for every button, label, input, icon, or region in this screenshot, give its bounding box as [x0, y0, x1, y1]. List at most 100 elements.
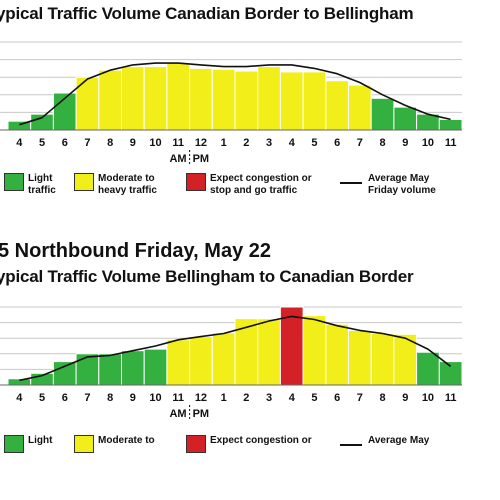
- legend-average-label: Average May Friday volume: [368, 173, 436, 196]
- bar-4: [279, 71, 304, 131]
- bottom-chart-title: ypical Traffic Volume Bellingham to Cana…: [0, 267, 414, 286]
- x-tick-label: 11: [445, 137, 457, 149]
- legend-light-label: Light traffic: [28, 173, 56, 196]
- x-tick-label: 6: [62, 137, 68, 149]
- legend-average-label: Average May: [368, 435, 430, 446]
- bar-7: [75, 353, 100, 386]
- bar-10: [143, 348, 168, 386]
- x-tick-label: 5: [311, 137, 317, 149]
- bar-8: [98, 353, 123, 386]
- average-volume-line: [19, 315, 452, 382]
- legend-light-label: Light: [28, 435, 53, 446]
- bar-9: [121, 350, 145, 386]
- x-tick-label: 5: [39, 137, 45, 149]
- bar-3: [257, 66, 281, 131]
- bar-1: [211, 332, 236, 386]
- x-tick-label: 7: [357, 392, 363, 404]
- x-tick-label: 12: [195, 137, 207, 149]
- bar-8: [370, 97, 395, 131]
- bar-5: [302, 71, 327, 131]
- legend-light: Light: [4, 435, 68, 453]
- x-tick-label: 5: [311, 392, 317, 404]
- am-label: AM: [169, 153, 186, 165]
- bar-11: [438, 118, 463, 131]
- top-chart-title: ypical Traffic Volume Canadian Border to…: [0, 4, 414, 23]
- x-tick-label: 6: [62, 392, 68, 404]
- bar-10: [416, 351, 440, 386]
- legend-congestion: Expect congestion or stop and go traffic: [186, 173, 328, 197]
- x-tick-label: 6: [334, 392, 340, 404]
- bar-8: [370, 333, 395, 386]
- pm-label: PM: [193, 408, 210, 420]
- bar-8: [98, 69, 123, 131]
- bar-6: [52, 361, 77, 386]
- x-tick-label: 7: [84, 137, 90, 149]
- bar-12: [189, 67, 213, 131]
- bar-11: [438, 361, 463, 386]
- x-tick-label: 10: [149, 137, 161, 149]
- x-tick-label: 8: [379, 392, 385, 404]
- x-tick-label: 4: [289, 137, 296, 149]
- x-tick-label: 12: [195, 392, 207, 404]
- pm-label: PM: [193, 153, 210, 165]
- x-tick-label: 10: [149, 392, 161, 404]
- average-volume-line: [19, 62, 451, 126]
- legend-moderate-swatch: [74, 435, 94, 453]
- legend-average-line: [340, 182, 362, 184]
- bar-11: [166, 339, 191, 386]
- bar-7: [348, 84, 372, 131]
- legend-moderate-swatch: [74, 173, 94, 191]
- legend-average-line: [340, 444, 362, 446]
- bar-6: [325, 323, 349, 386]
- bar-9: [121, 66, 145, 131]
- legend-light-swatch: [4, 173, 24, 191]
- legend-light-swatch: [4, 435, 24, 453]
- bar-2: [234, 70, 259, 131]
- bar-3: [257, 318, 281, 386]
- legend-congestion-swatch: [186, 173, 206, 191]
- x-tick-label: 7: [357, 137, 363, 149]
- x-tick-label: 10: [422, 137, 434, 149]
- legend-congestion: Expect congestion or: [186, 435, 328, 453]
- x-tick-label: 11: [445, 392, 457, 404]
- am-label: AM: [169, 408, 186, 420]
- x-tick-label: 4: [289, 392, 296, 404]
- bottom-legend: Light Moderate to Expect congestion or A…: [0, 435, 500, 475]
- bar-11: [166, 62, 191, 131]
- legend-average: Average May Friday volume: [340, 173, 442, 197]
- x-tick-label: 2: [243, 392, 249, 404]
- x-tick-label: 1: [221, 392, 227, 404]
- legend-moderate-label: Moderate to: [98, 435, 155, 446]
- x-tick-label: 1: [221, 137, 227, 149]
- x-tick-label: 7: [84, 392, 90, 404]
- bar-12: [189, 336, 213, 386]
- legend-congestion-label: Expect congestion or: [210, 435, 312, 446]
- bar-5: [302, 315, 327, 386]
- x-tick-label: 10: [422, 392, 434, 404]
- bar-10: [143, 66, 168, 131]
- x-tick-label: 4: [16, 137, 23, 149]
- x-tick-label: 2: [243, 137, 249, 149]
- bar-7: [348, 329, 372, 386]
- x-tick-label: 5: [39, 392, 45, 404]
- legend-average: Average May: [340, 435, 442, 447]
- bar-6: [325, 80, 349, 131]
- x-tick-label: 9: [130, 392, 136, 404]
- x-tick-label: 3: [266, 137, 272, 149]
- x-tick-label: 11: [172, 392, 184, 404]
- bar-9: [393, 106, 418, 131]
- top-legend: Light traffic Moderate to heavy traffic …: [0, 173, 500, 213]
- legend-moderate: Moderate to heavy traffic: [74, 173, 178, 197]
- bar-5: [30, 113, 54, 131]
- x-tick-label: 9: [130, 137, 136, 149]
- legend-moderate-label: Moderate to heavy traffic: [98, 173, 157, 196]
- legend-light: Light traffic: [4, 173, 68, 197]
- bottom-section-heading: 5 Northbound Friday, May 22: [0, 240, 271, 262]
- x-tick-label: 8: [107, 137, 113, 149]
- x-tick-label: 3: [266, 392, 272, 404]
- legend-congestion-label: Expect congestion or stop and go traffic: [210, 173, 312, 196]
- legend-moderate: Moderate to: [74, 435, 178, 453]
- x-tick-label: 11: [172, 137, 184, 149]
